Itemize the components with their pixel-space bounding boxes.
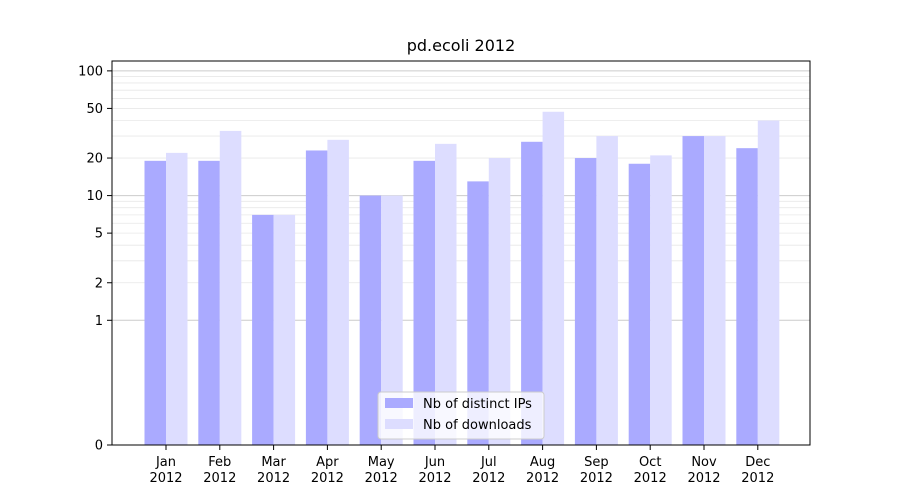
x-tick-label-year: 2012 — [741, 471, 774, 486]
x-tick-label-month: Feb — [208, 455, 231, 470]
bar-ips-oct — [628, 163, 651, 445]
chart-title: pd.ecoli 2012 — [407, 36, 516, 55]
bar-ips-aug — [521, 141, 543, 445]
x-tick-label-month: Aug — [530, 455, 555, 470]
bar-downloads-jan — [166, 152, 188, 445]
bar-ips-mar — [252, 214, 274, 445]
y-axis: 0 1 2 5 10 20 50 100 — [78, 64, 112, 454]
x-tick-label-month: Dec — [745, 455, 770, 470]
x-tick-label-year: 2012 — [149, 471, 182, 486]
x-tick-label-year: 2012 — [580, 471, 613, 486]
bar-downloads-aug — [542, 111, 565, 445]
bar-downloads-sep — [596, 136, 618, 446]
bars — [144, 111, 780, 446]
bar-downloads-oct — [650, 155, 672, 445]
x-tick-label-month: Mar — [261, 455, 286, 470]
x-axis: Jan2012Feb2012Mar2012Apr2012May2012Jun20… — [149, 445, 774, 486]
legend-label-ips: Nb of distinct IPs — [423, 397, 532, 412]
y-tick-label: 100 — [78, 64, 103, 79]
y-tick-label: 5 — [95, 227, 103, 242]
x-tick-label-year: 2012 — [365, 471, 398, 486]
bar-downloads-may — [381, 195, 403, 445]
x-tick-label-year: 2012 — [203, 471, 236, 486]
x-tick-label-year: 2012 — [634, 471, 667, 486]
bar-ips-feb — [198, 160, 220, 445]
legend-swatch-ips — [385, 398, 413, 408]
y-tick-label: 1 — [95, 314, 103, 329]
x-tick-label-month: May — [368, 455, 395, 470]
x-tick-label-year: 2012 — [257, 471, 290, 486]
legend: Nb of distinct IPs Nb of downloads — [377, 391, 545, 440]
y-tick-label: 20 — [86, 152, 103, 167]
bar-downloads-nov — [704, 136, 726, 446]
bar-downloads-jun — [435, 143, 457, 446]
legend-label-downloads: Nb of downloads — [423, 418, 532, 433]
legend-box — [377, 391, 545, 440]
bar-ips-jan — [144, 160, 166, 445]
bar-downloads-apr — [327, 139, 349, 445]
y-tick-label: 10 — [86, 189, 103, 204]
bar-ips-apr — [305, 150, 328, 445]
x-tick-label-month: Sep — [584, 455, 609, 470]
bar-downloads-feb — [219, 130, 242, 445]
y-tick-label: 2 — [95, 276, 103, 291]
x-tick-label-year: 2012 — [687, 471, 720, 486]
bar-downloads-mar — [273, 214, 296, 445]
x-tick-label-year: 2012 — [526, 471, 559, 486]
bar-downloads-jul — [488, 158, 511, 445]
bar-downloads-dec — [757, 120, 780, 445]
x-tick-label-year: 2012 — [311, 471, 344, 486]
bar-ips-jul — [467, 181, 489, 445]
bar-ips-sep — [574, 158, 597, 445]
y-tick-label: 50 — [86, 102, 103, 117]
x-tick-label-month: Jul — [480, 455, 497, 470]
x-tick-label-month: Oct — [639, 455, 661, 470]
legend-swatch-downloads — [385, 419, 413, 429]
plot-frame — [111, 60, 811, 446]
x-tick-label-month: Nov — [691, 455, 717, 470]
x-tick-label-month: Jan — [155, 455, 176, 470]
x-tick-label-year: 2012 — [418, 471, 451, 486]
bar-ips-dec — [736, 148, 758, 445]
bar-ips-nov — [682, 136, 704, 446]
bar-ips-jun — [413, 160, 435, 445]
y-tick-label: 0 — [95, 439, 103, 454]
x-tick-label-month: Apr — [316, 455, 339, 470]
bar-ips-may — [359, 195, 382, 445]
x-tick-label-month: Jun — [424, 455, 445, 470]
x-tick-label-year: 2012 — [472, 471, 505, 486]
